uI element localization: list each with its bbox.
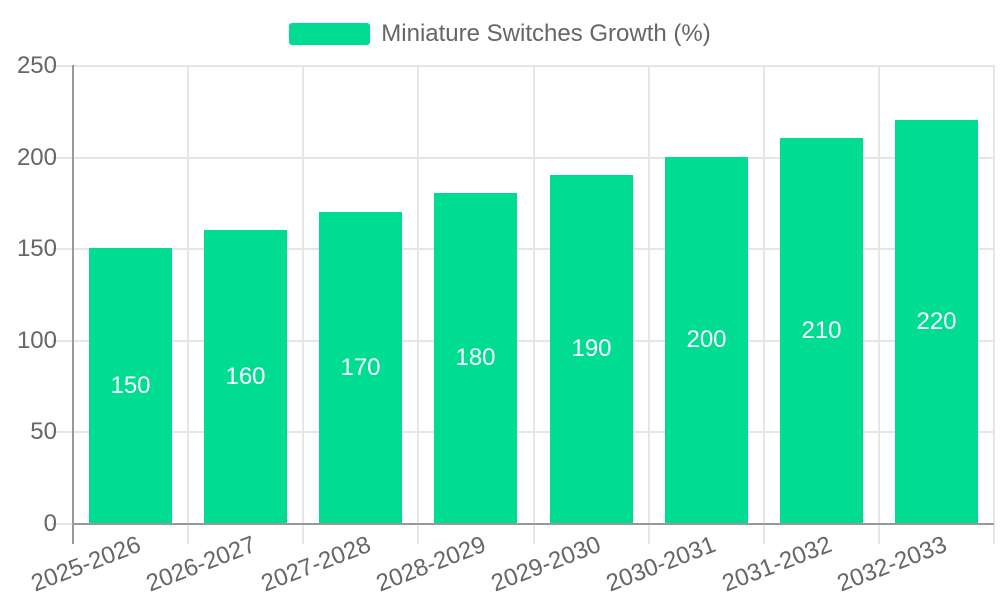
x-axis-tick bbox=[763, 523, 765, 544]
x-axis-tick-label: 2025-2026 bbox=[27, 531, 145, 598]
y-axis-tick-label: 0 bbox=[43, 510, 57, 537]
y-axis-tick bbox=[52, 340, 73, 342]
x-axis-tick-label: 2032-2033 bbox=[833, 531, 951, 598]
gridline-vertical bbox=[878, 65, 880, 523]
gridline-vertical bbox=[533, 65, 535, 523]
bar: 220 bbox=[895, 120, 978, 523]
x-axis-tick-label: 2026-2027 bbox=[142, 531, 260, 598]
x-axis-tick bbox=[187, 523, 189, 544]
y-axis-tick bbox=[52, 431, 73, 433]
x-axis-tick bbox=[302, 523, 304, 544]
gridline-vertical bbox=[763, 65, 765, 523]
x-axis-tick-label: 2031-2032 bbox=[718, 531, 835, 598]
legend-item[interactable]: Miniature Switches Growth (%) bbox=[289, 20, 711, 48]
y-axis-tick-label: 150 bbox=[16, 235, 57, 262]
legend-label: Miniature Switches Growth (%) bbox=[381, 20, 711, 47]
gridline-vertical bbox=[417, 65, 419, 523]
y-axis-tick-label: 250 bbox=[16, 52, 57, 79]
y-axis-tick bbox=[52, 523, 73, 525]
x-axis-tick bbox=[417, 523, 419, 544]
x-axis-tick-label: 2029-2030 bbox=[487, 531, 605, 598]
y-axis-tick-label: 200 bbox=[16, 144, 57, 171]
y-axis-tick-label: 50 bbox=[30, 418, 57, 445]
x-axis-tick-label: 2030-2031 bbox=[603, 531, 720, 598]
y-axis-tick bbox=[52, 248, 73, 250]
gridline-vertical bbox=[993, 65, 995, 523]
gridline-vertical bbox=[302, 65, 304, 523]
bar: 180 bbox=[434, 193, 517, 523]
bar: 150 bbox=[89, 248, 172, 523]
x-axis-line bbox=[73, 523, 994, 525]
y-axis-tick bbox=[52, 65, 73, 67]
x-axis-tick bbox=[878, 523, 880, 544]
x-axis-tick bbox=[993, 523, 995, 544]
y-axis-tick-label: 100 bbox=[16, 327, 57, 354]
bar: 200 bbox=[665, 157, 748, 523]
bar-value-label: 190 bbox=[571, 335, 612, 362]
bar-value-label: 210 bbox=[801, 316, 842, 344]
gridline-vertical bbox=[648, 65, 650, 523]
legend: Miniature Switches Growth (%) bbox=[0, 20, 1000, 48]
bar-value-label: 160 bbox=[225, 362, 266, 390]
bar-value-label: 200 bbox=[686, 326, 727, 353]
bar-value-label: 220 bbox=[916, 307, 957, 335]
y-axis-line bbox=[72, 65, 74, 544]
x-axis-tick bbox=[533, 523, 535, 544]
bar: 190 bbox=[550, 175, 633, 523]
x-axis-tick-label: 2028-2029 bbox=[372, 531, 490, 598]
x-axis-tick-label: 2027-2028 bbox=[257, 531, 375, 598]
bar: 160 bbox=[204, 230, 287, 523]
bar-value-label: 170 bbox=[340, 353, 381, 381]
bar-value-label: 180 bbox=[455, 344, 496, 371]
gridline-vertical bbox=[187, 65, 189, 523]
legend-swatch-icon bbox=[289, 23, 371, 45]
y-axis-tick bbox=[52, 157, 73, 159]
bar: 210 bbox=[780, 138, 863, 523]
x-axis-tick bbox=[648, 523, 650, 544]
bar-value-label: 150 bbox=[110, 371, 151, 399]
bar: 170 bbox=[319, 212, 402, 523]
